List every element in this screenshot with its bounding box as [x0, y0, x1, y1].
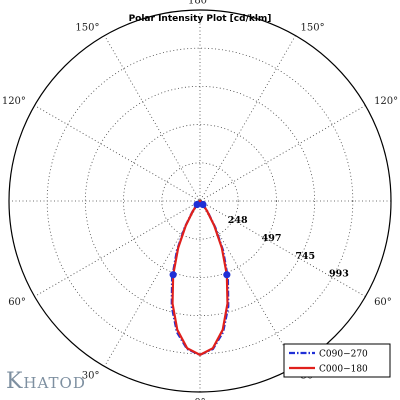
grid-ring: [123, 124, 277, 278]
grid-spoke: [104, 35, 296, 367]
legend-label: C090−270: [319, 350, 368, 360]
angle-label: 30°: [82, 371, 100, 382]
ring-label: 248: [228, 215, 248, 226]
angle-label: 120°: [2, 96, 26, 107]
data-marker: [169, 271, 177, 279]
polar-grid: [8, 9, 392, 393]
data-marker: [199, 200, 207, 209]
ring-label: 497: [262, 233, 282, 244]
angle-label: 60°: [374, 297, 392, 308]
angle-label: 150°: [75, 22, 99, 33]
angle-label: 60°: [8, 297, 26, 308]
grid-ring: [84, 85, 316, 317]
outer-ring: [8, 9, 392, 393]
grid-spoke: [34, 105, 366, 297]
angle-label: 0°: [194, 398, 205, 400]
chart-title: Polar Intensity Plot [cd/klm]: [129, 14, 272, 24]
grid-spoke: [104, 35, 296, 367]
angle-label: 120°: [374, 96, 398, 107]
ring-label: 745: [295, 251, 315, 262]
data-marker: [223, 271, 231, 279]
legend-label: C000−180: [319, 365, 368, 375]
series-markers: [169, 200, 231, 279]
angle-label: 150°: [301, 22, 325, 33]
brand-logo: Khatod: [6, 369, 86, 394]
grid-ring: [161, 162, 239, 240]
data-marker: [193, 200, 201, 209]
legend-box: [283, 343, 391, 378]
grid-spoke: [34, 105, 366, 297]
ring-label: 993: [329, 269, 349, 280]
angle-label: 180°: [188, 0, 212, 7]
ring-labels: 248 497 745 993: [228, 215, 349, 280]
legend: C090−270 C000−180: [283, 343, 391, 378]
